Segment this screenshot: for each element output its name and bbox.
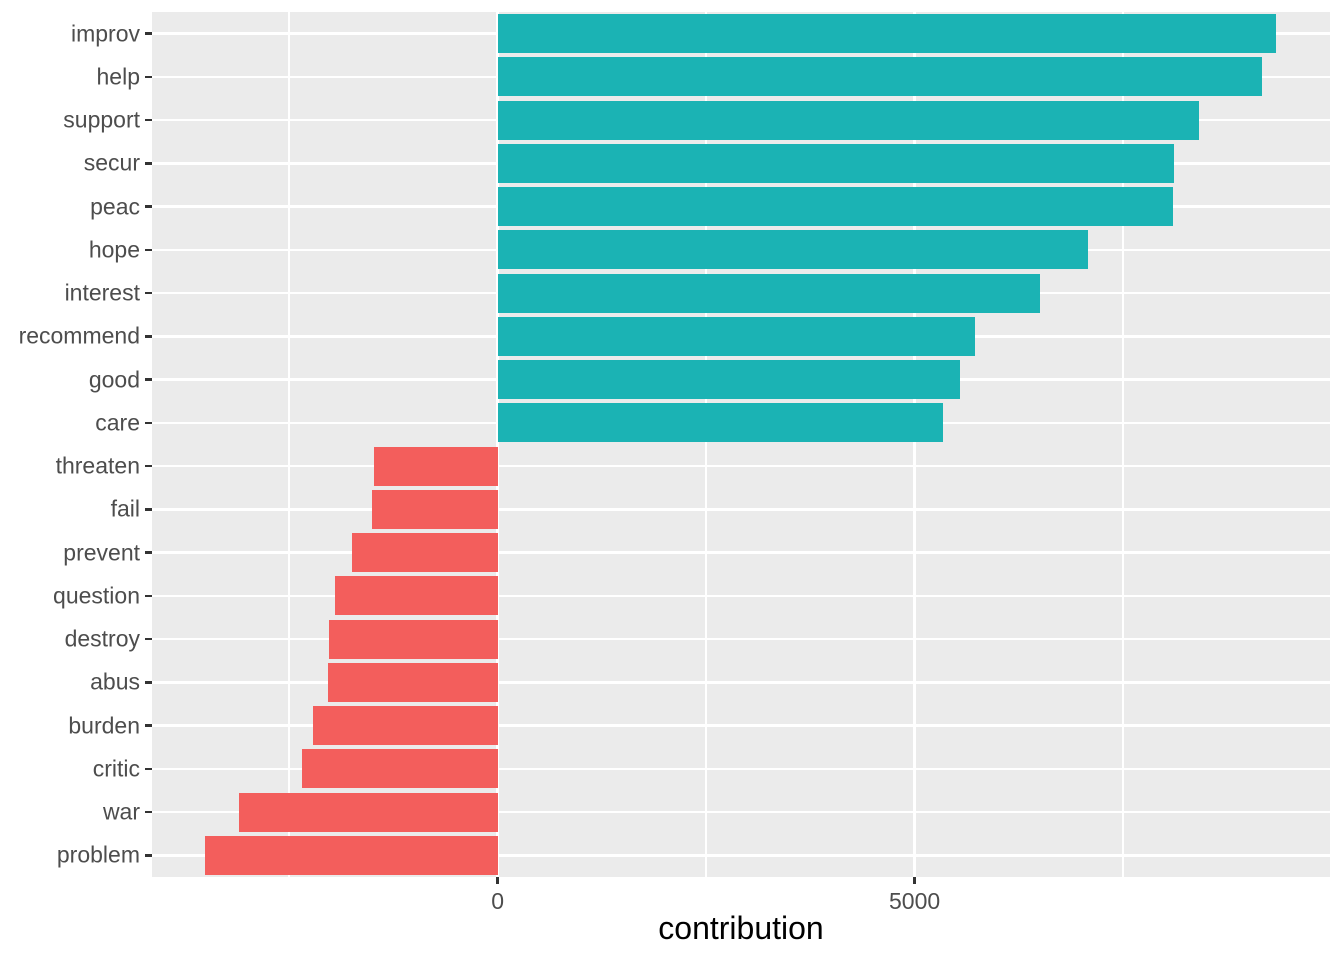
grid-major-y xyxy=(152,724,1330,727)
grid-major-y xyxy=(152,594,1330,598)
grid-major-y xyxy=(152,508,1330,511)
y-tick xyxy=(145,335,152,338)
y-axis-label: problem xyxy=(56,841,140,868)
grid-major-y xyxy=(152,767,1330,771)
grid-major-y xyxy=(152,637,1330,641)
bar-burden xyxy=(313,706,498,746)
y-tick xyxy=(145,594,152,598)
y-axis-label: support xyxy=(63,106,140,133)
y-axis-label: good xyxy=(88,366,140,393)
y-axis-label: care xyxy=(95,409,140,436)
y-tick xyxy=(145,810,152,814)
y-axis-label: question xyxy=(53,582,140,609)
bar-interest xyxy=(497,273,1040,313)
y-tick xyxy=(145,421,152,425)
x-tick xyxy=(496,877,499,884)
y-axis-label: recommend xyxy=(18,322,140,349)
y-axis-label: destroy xyxy=(64,625,140,652)
y-tick xyxy=(145,464,152,468)
bar-secur xyxy=(497,143,1174,183)
y-axis-label: critic xyxy=(92,755,140,782)
grid-major-y xyxy=(152,681,1330,684)
y-axis-label: fail xyxy=(110,495,140,522)
y-tick xyxy=(145,118,152,122)
y-tick xyxy=(145,767,152,771)
grid-major-y xyxy=(152,464,1330,468)
bar-problem xyxy=(205,835,498,875)
y-tick xyxy=(145,75,152,79)
grid-major-y xyxy=(152,551,1330,554)
y-axis-label: interest xyxy=(64,279,140,306)
grid-minor-x xyxy=(705,12,707,877)
x-tick xyxy=(913,877,916,884)
bar-good xyxy=(497,360,960,400)
bar-fail xyxy=(371,489,498,529)
y-tick xyxy=(145,508,152,511)
bar-hope xyxy=(497,230,1089,270)
bar-threaten xyxy=(374,446,498,486)
x-tick-label: 0 xyxy=(491,888,505,914)
y-tick xyxy=(145,378,152,381)
y-tick xyxy=(145,248,152,252)
x-axis-title: contribution xyxy=(658,910,824,946)
grid-minor-x xyxy=(288,12,290,877)
y-tick xyxy=(145,205,152,208)
y-tick xyxy=(145,551,152,554)
grid-major-y xyxy=(152,810,1330,814)
plot-panel xyxy=(152,12,1330,877)
bar-abus xyxy=(328,662,498,702)
grid-major-y xyxy=(152,854,1330,857)
y-axis-label: war xyxy=(102,798,140,825)
y-axis-label: threaten xyxy=(55,452,140,479)
x-tick-label: 5000 xyxy=(889,888,941,914)
bar-destroy xyxy=(329,619,498,659)
y-tick xyxy=(145,637,152,641)
grid-major-x xyxy=(913,12,916,877)
bar-recommend xyxy=(497,316,975,356)
y-tick xyxy=(145,32,152,35)
y-tick xyxy=(145,854,152,857)
y-axis-label: abus xyxy=(90,668,140,695)
bar-critic xyxy=(301,749,498,789)
bar-peac xyxy=(497,187,1174,227)
y-axis-label: hope xyxy=(88,236,140,263)
y-axis-label: prevent xyxy=(63,539,140,566)
bar-support xyxy=(497,100,1199,140)
bar-help xyxy=(497,57,1263,97)
y-axis-label: secur xyxy=(83,149,140,176)
y-tick xyxy=(145,291,152,295)
grid-major-x xyxy=(496,12,499,877)
bar-prevent xyxy=(351,533,498,573)
y-axis-label: improv xyxy=(70,20,140,47)
y-axis-label: help xyxy=(96,63,140,90)
y-axis-label: burden xyxy=(68,712,140,739)
bar-question xyxy=(335,576,498,616)
grid-minor-x xyxy=(1122,12,1124,877)
y-tick xyxy=(145,162,152,165)
bar-care xyxy=(497,403,943,443)
y-axis-label: peac xyxy=(90,193,140,220)
bar-war xyxy=(239,792,498,832)
y-tick xyxy=(145,681,152,684)
y-tick xyxy=(145,724,152,727)
bar-improv xyxy=(497,14,1276,54)
